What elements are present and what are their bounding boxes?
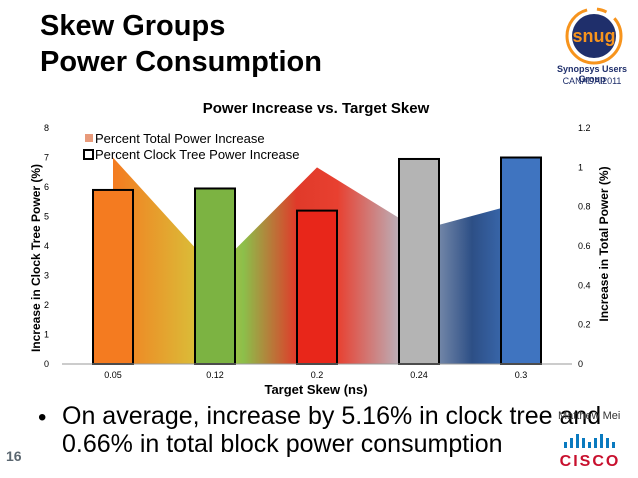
primary-y-axis: 0 1 2 3 4 5 6 7 8 [44, 123, 49, 369]
cisco-wordmark: CISCO [560, 453, 621, 470]
x-axis-label: Target Skew (ns) [264, 382, 367, 397]
y2-tick-label: 0 [578, 359, 583, 369]
y-tick-label: 5 [44, 212, 49, 222]
secondary-y-axis: 0 0.2 0.4 0.6 0.8 1 1.2 [578, 123, 591, 369]
secondary-y-axis-label: Increase in Total Power (%) [597, 166, 611, 321]
legend-label-total-power: Percent Total Power Increase [95, 131, 265, 146]
x-tick-label: 0.2 [311, 370, 324, 380]
y-tick-label: 4 [44, 241, 49, 251]
clock-tree-bar-0.2 [296, 209, 338, 365]
summary-bullet: On average, increase by 5.16% in clock t… [62, 402, 602, 458]
y-tick-label: 1 [44, 330, 49, 340]
snug-logo-outer-ring [565, 7, 623, 65]
x-tick-label: 0.12 [206, 370, 224, 380]
clock-tree-bar-0.24 [398, 157, 440, 365]
legend-swatch-clock-tree [83, 149, 94, 160]
chart-title: Power Increase vs. Target Skew [203, 100, 430, 117]
slide-title-line-2: Power Consumption [40, 46, 322, 78]
y-tick-label: 7 [44, 153, 49, 163]
snug-logo-mark: snug [573, 26, 616, 46]
cisco-logo: CISCO [560, 434, 621, 470]
snug-logo: snug [565, 7, 623, 65]
snug-logo-line1: Synopsys Users Group [556, 64, 628, 84]
y2-tick-label: 0.4 [578, 280, 591, 290]
clock-tree-bar-0.05 [92, 188, 134, 365]
bullet-marker: • [38, 404, 47, 431]
slide-number: 16 [6, 448, 22, 464]
y-axis-label: Increase in Clock Tree Power (%) [29, 164, 43, 352]
legend-swatch-total-power [85, 134, 93, 142]
snug-logo-line2: CANADA 2011 [562, 76, 622, 86]
y-tick-label: 6 [44, 182, 49, 192]
x-tick-label: 0.05 [104, 370, 122, 380]
clock-tree-bar-layer [92, 156, 542, 365]
legend-label-clock-tree: Percent Clock Tree Power Increase [95, 147, 299, 162]
chart-legend: Percent Total Power Increase Percent Clo… [83, 131, 299, 162]
author-credit: Matthew Mei [558, 410, 621, 422]
y-tick-label: 3 [44, 271, 49, 281]
y-tick-label: 2 [44, 300, 49, 310]
y-tick-label: 0 [44, 359, 49, 369]
y2-tick-label: 0.6 [578, 241, 591, 251]
y2-tick-label: 1.2 [578, 123, 591, 133]
x-tick-label: 0.24 [410, 370, 428, 380]
slide-title-line-1: Skew Groups [40, 10, 226, 42]
clock-tree-bar-0.12 [194, 187, 236, 365]
snug-logo-disc [572, 14, 616, 58]
clock-tree-bar-0.3 [500, 156, 542, 365]
x-axis: 0.05 0.12 0.2 0.24 0.3 [104, 370, 527, 380]
y2-tick-label: 0.2 [578, 320, 591, 330]
x-tick-label: 0.3 [515, 370, 528, 380]
cisco-bridge-mark [564, 434, 615, 448]
y-tick-label: 8 [44, 123, 49, 133]
y2-tick-label: 0.8 [578, 202, 591, 212]
y2-tick-label: 1 [578, 162, 583, 172]
